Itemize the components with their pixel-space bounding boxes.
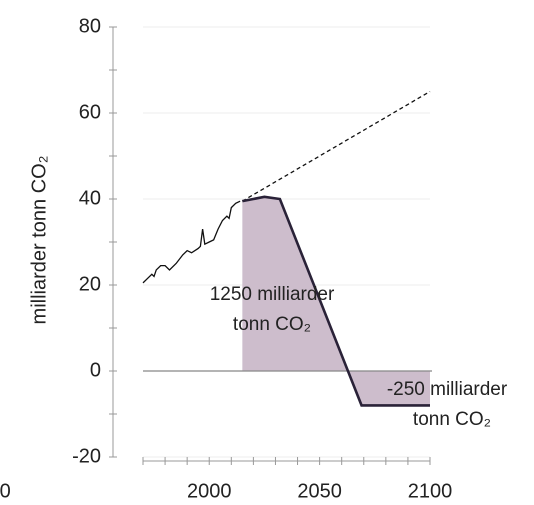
y-tick-label: 20: [79, 273, 101, 295]
annotation: tonn CO₂: [413, 409, 491, 430]
y-tick-label: 40: [79, 187, 101, 209]
y-tick-label: 0: [90, 359, 101, 381]
line: [242, 90, 431, 202]
x-tick-label: 1900: [0, 480, 11, 502]
y-tick-label: -20: [72, 445, 101, 467]
y-axis-label: milliarder tonn CO₂: [28, 156, 50, 325]
line: [142, 200, 241, 284]
y-tick-label: 80: [79, 15, 101, 37]
x-tick-label: 2050: [297, 480, 342, 502]
x-tick-label: 2100: [408, 480, 453, 502]
annotation: 1250 milliarder: [210, 284, 335, 305]
annotation: -250 milliarder: [387, 379, 508, 400]
x-tick-label: 2000: [187, 480, 232, 502]
annotation: tonn CO₂: [233, 314, 311, 335]
area: [242, 196, 430, 406]
y-tick-label: 60: [79, 101, 101, 123]
line: [242, 195, 430, 407]
